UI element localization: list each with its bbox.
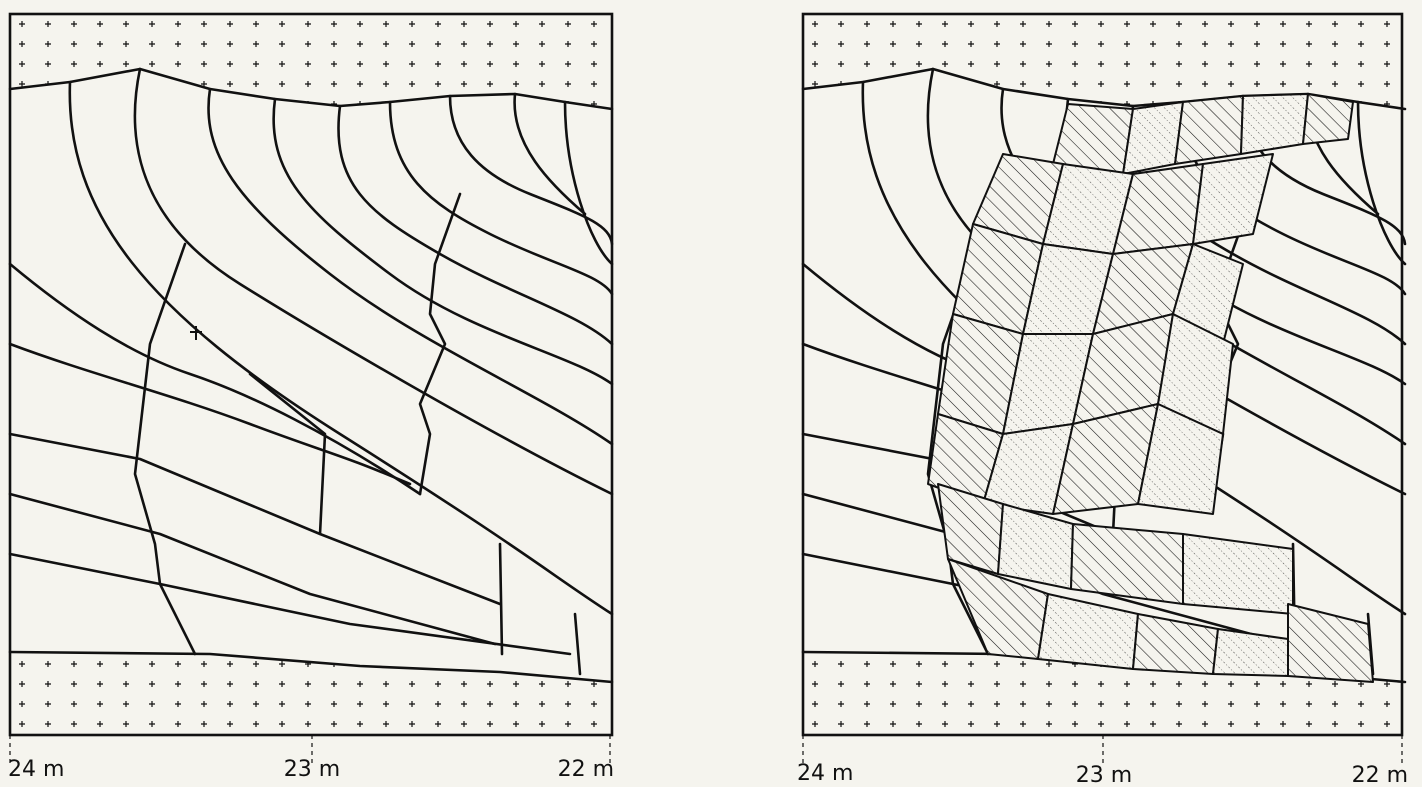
hatched-block xyxy=(1303,94,1353,144)
scale-label: 22 m xyxy=(558,757,614,782)
scale-label: 23 m xyxy=(1076,763,1132,787)
dotted-block xyxy=(1241,94,1308,154)
diagram: 24 m 23 m 22 m 24 m 23 m 22 m xyxy=(0,0,1422,787)
dotted-block xyxy=(1123,102,1183,174)
left-scale: 24 m 23 m 22 m xyxy=(8,735,614,782)
page: 24 m 23 m 22 m 24 m 23 m 22 m (() => { c… xyxy=(0,0,1422,787)
strata xyxy=(10,14,612,735)
scale-label: 22 m xyxy=(1352,763,1408,787)
scale-label: 24 m xyxy=(8,757,64,782)
left-panel xyxy=(10,14,612,735)
hatched-block xyxy=(1175,96,1243,164)
scale-ticks xyxy=(803,735,1402,765)
right-panel xyxy=(803,14,1405,735)
hatched-block xyxy=(1071,524,1183,604)
right-scale: 24 m 23 m 22 m xyxy=(797,735,1408,787)
scale-label: 24 m xyxy=(797,761,853,786)
scale-label: 23 m xyxy=(284,757,340,782)
dotted-block xyxy=(1183,534,1293,614)
